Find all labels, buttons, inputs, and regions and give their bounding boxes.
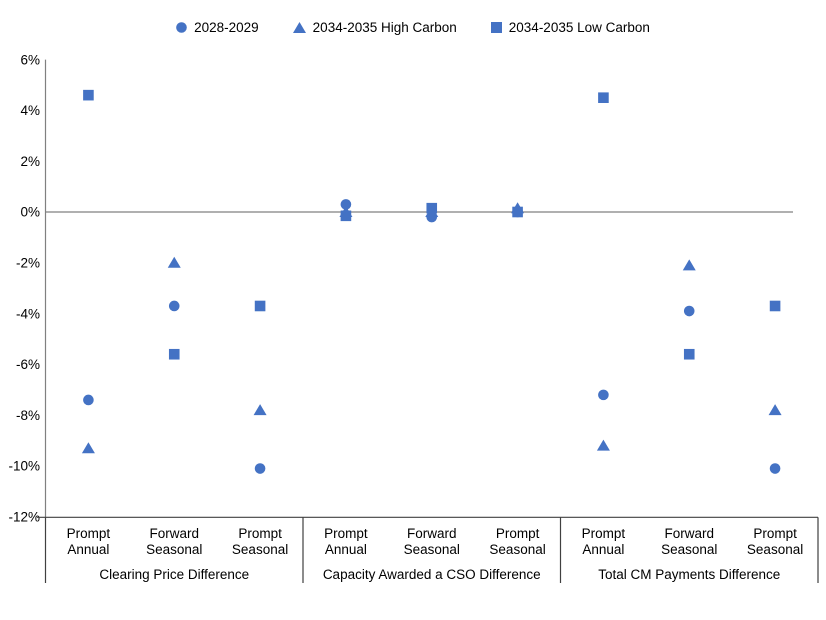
- data-point-circle: [168, 300, 180, 312]
- legend-label: 2034-2035 Low Carbon: [508, 20, 650, 35]
- x-axis-category-label: Annual: [67, 542, 109, 557]
- data-point-square: [598, 92, 609, 103]
- data-point-square: [426, 202, 438, 214]
- legend-label: 2034-2035 High Carbon: [312, 20, 457, 35]
- x-axis-category-label: Annual: [325, 542, 367, 557]
- x-axis-category-label: Seasonal: [146, 542, 202, 557]
- y-axis-tick-label: -12%: [8, 510, 40, 525]
- y-axis-tick-label: -2%: [16, 256, 40, 271]
- y-axis-tick-label: 2%: [20, 154, 40, 169]
- data-point-square: [683, 348, 695, 360]
- x-axis-category-label: Seasonal: [232, 542, 288, 557]
- x-axis-category-label: Prompt: [238, 526, 282, 541]
- y-axis-tick-label: 6%: [20, 52, 40, 67]
- x-axis-category-label: Seasonal: [489, 542, 545, 557]
- x-axis-category-label: Seasonal: [661, 542, 717, 557]
- x-axis-category-label: Prompt: [67, 526, 111, 541]
- x-axis-group-label: Clearing Price Difference: [99, 567, 249, 582]
- y-axis-tick-label: 0%: [20, 205, 40, 220]
- data-point-circle: [769, 463, 781, 474]
- y-axis-tick-label: -8%: [16, 408, 40, 423]
- legend-item-2034-2035-low-carbon: 2034-2035 Low Carbon: [490, 20, 650, 35]
- data-point-square: [512, 206, 523, 218]
- x-axis-category-label: Forward: [407, 526, 457, 541]
- x-axis-group-label: Capacity Awarded a CSO Difference: [323, 567, 541, 582]
- legend-label: 2028-2029: [194, 20, 259, 35]
- y-axis-tick-label: 4%: [20, 103, 40, 118]
- data-point-square: [254, 300, 266, 312]
- data-point-square: [168, 348, 180, 360]
- x-axis-category-label: Prompt: [496, 526, 540, 541]
- x-axis-category-label: Prompt: [753, 526, 797, 541]
- data-point-circle: [683, 305, 695, 317]
- data-point-square: [769, 300, 781, 312]
- y-axis-tick-label: -4%: [16, 306, 40, 321]
- y-axis-tick-label: -6%: [16, 357, 40, 372]
- circle-marker-icon: [176, 22, 187, 33]
- legend-item-2034-2035-high-carbon: 2034-2035 High Carbon: [292, 20, 457, 35]
- data-point-square: [340, 210, 352, 222]
- triangle-marker-icon: [292, 22, 306, 33]
- data-point-triangle: [768, 404, 782, 416]
- square-marker-icon: [490, 22, 502, 33]
- data-point-circle: [254, 463, 266, 474]
- x-axis-category-label: Seasonal: [404, 542, 460, 557]
- x-axis-category-label: Forward: [664, 526, 714, 541]
- x-axis-category-label: Forward: [149, 526, 199, 541]
- data-point-circle: [598, 389, 609, 401]
- data-point-circle: [83, 394, 94, 406]
- x-axis-group-label: Total CM Payments Difference: [598, 567, 780, 582]
- data-point-circle: [340, 199, 352, 210]
- x-axis-category-label: Annual: [582, 542, 624, 557]
- x-axis-category-label: Prompt: [582, 526, 626, 541]
- x-axis-category-label: Prompt: [324, 526, 368, 541]
- data-point-triangle: [682, 259, 696, 271]
- legend-item-2028-2029: 2028-2029: [176, 20, 259, 35]
- chart-legend: 2028-2029 2034-2035 High Carbon 2034-203…: [0, 20, 826, 35]
- data-point-triangle: [253, 404, 267, 416]
- data-point-triangle: [167, 256, 181, 268]
- y-axis-tick-label: -10%: [8, 459, 40, 474]
- data-point-triangle: [81, 442, 95, 454]
- data-point-triangle: [596, 439, 610, 451]
- x-axis-category-label: Seasonal: [747, 542, 803, 557]
- data-point-square: [83, 89, 94, 101]
